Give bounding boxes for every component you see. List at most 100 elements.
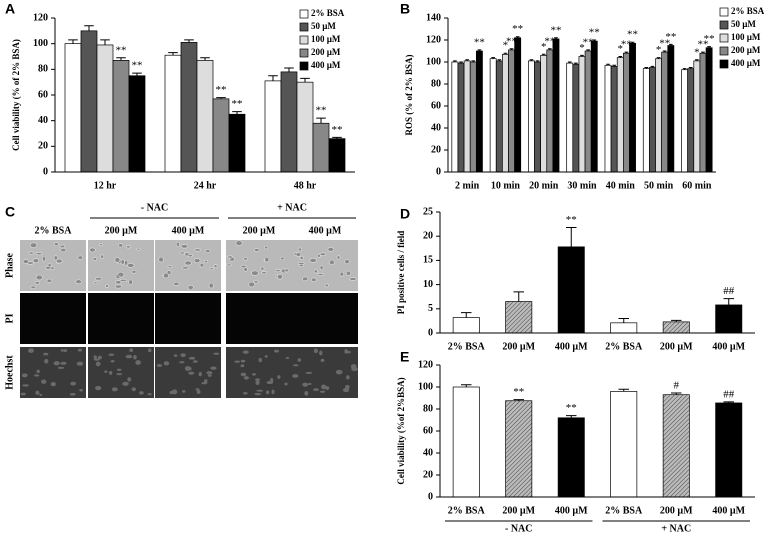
bar [655,58,662,173]
significance-label: ** [566,402,577,414]
bar [546,49,554,173]
cell [97,355,102,360]
y-tick-label: 120 [426,34,441,45]
cell [60,248,67,253]
legend-label: 200 µM [731,45,761,55]
error-bar [650,65,655,68]
cell [179,251,185,255]
cell [119,278,127,282]
cell [95,385,102,391]
significance-label: * [579,42,585,54]
bar [572,63,580,173]
error-bar [566,415,577,418]
bar [489,58,497,173]
bar [642,68,650,173]
bar [457,62,465,173]
bar [228,113,246,173]
bar [128,75,146,173]
cell [108,353,115,356]
bar [705,47,713,173]
error-bar [116,57,126,61]
y-tick-label: 0 [428,491,433,502]
y-tick-label: 100 [33,38,48,49]
cell [20,392,26,396]
cell [76,361,84,366]
bar [557,246,585,334]
group-label: - NAC [141,202,169,213]
cell [34,281,41,285]
y-tick-label: 100 [426,56,441,67]
x-tick-label: 400 µM [555,505,588,516]
cell [280,256,285,261]
legend-swatch [299,35,309,45]
error-bar [656,57,661,59]
cell [116,372,123,376]
cell [57,366,65,369]
cell [302,382,309,387]
legend-label: 100 µM [311,34,341,44]
cell [79,388,84,392]
micrograph [88,347,154,398]
cell [258,357,262,363]
cell [89,247,96,253]
x-tick-label: 400 µM [712,341,745,352]
error-bar [566,226,577,247]
x-tick-label: 2% BSA [605,341,643,352]
cell [99,243,104,247]
cell [45,266,52,270]
cell [32,258,40,264]
micrograph [20,240,86,291]
y-tick-label: 80 [38,64,48,75]
bar [610,322,638,334]
cell [187,253,193,258]
y-tick-label: 20 [423,230,433,241]
error-bar [630,41,635,44]
bar [280,71,298,173]
cell [104,370,108,373]
x-tick-label: 24 hr [194,180,217,191]
bar [604,64,612,173]
bar [578,56,586,173]
significance-label: ** [704,33,715,45]
legend-swatch [719,7,729,17]
cell [201,381,208,385]
significance-label: ** [627,29,638,41]
cell [163,361,170,366]
cell [266,380,274,385]
bar [616,57,624,173]
bar [196,59,214,173]
cell [321,384,327,390]
cell [292,374,299,378]
legend-swatch [299,61,309,71]
error-bar [592,39,597,42]
cell [55,258,63,264]
cell [77,255,83,260]
y-tick-label: 40 [431,122,441,133]
micrograph [20,293,86,344]
cell [36,369,40,374]
significance-label: ** [566,214,577,226]
y-tick-label: 0 [428,327,433,338]
cell [129,348,134,353]
significance-label: ** [332,124,343,136]
y-tick-label: 120 [418,359,433,370]
x-tick-label: 2% BSA [605,505,643,516]
cell [148,348,152,353]
error-bar [515,36,520,38]
error-bar [554,37,558,39]
bar [328,138,346,173]
significance-label: ## [723,285,735,297]
bar [180,42,198,173]
y-tick-label: 20 [431,144,441,155]
x-tick-label: 50 min [644,180,674,191]
cell [205,249,211,253]
cell [35,390,40,395]
cell [114,257,121,263]
cell [254,392,262,396]
micrograph [226,347,292,398]
y-tick-label: 25 [423,206,433,217]
error-bar [216,97,226,99]
cell [274,349,279,353]
axes [54,18,355,173]
cell [274,269,281,273]
